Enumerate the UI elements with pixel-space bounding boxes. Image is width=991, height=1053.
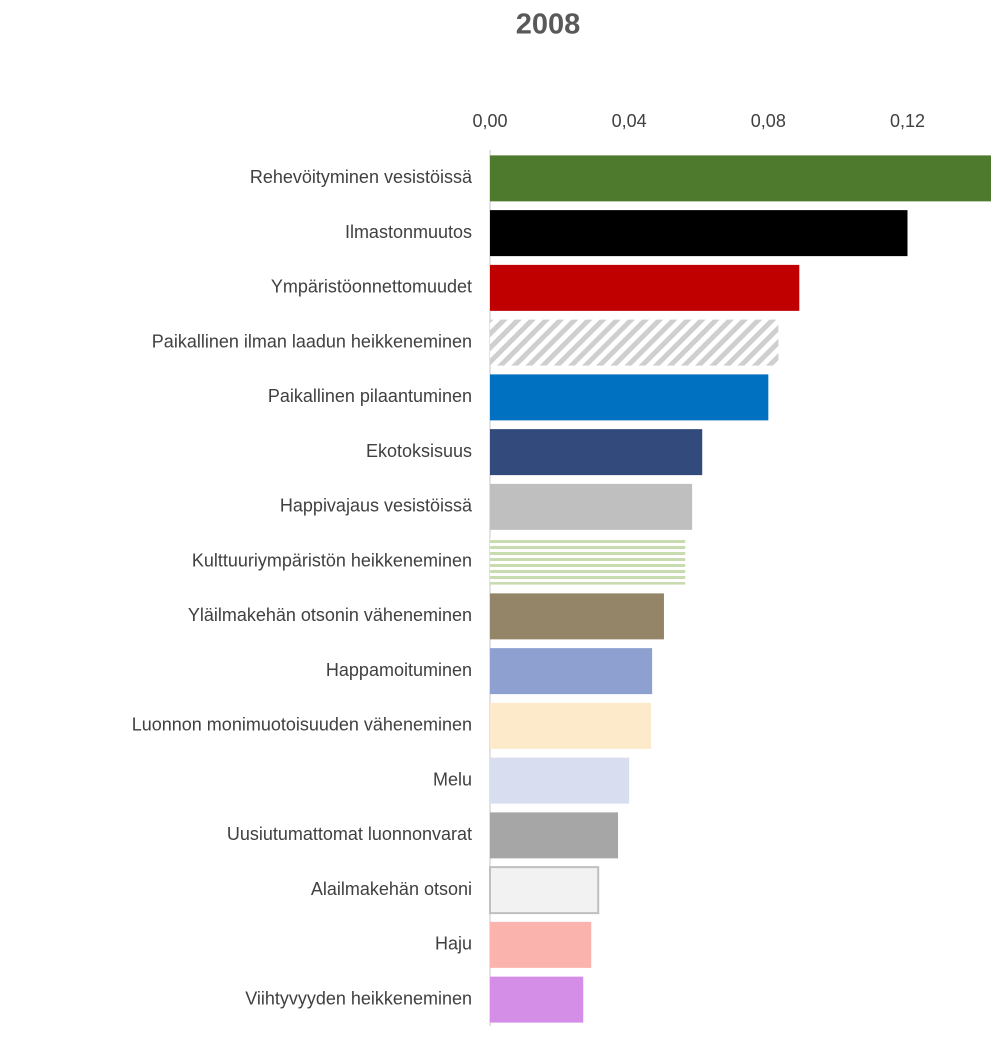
- x-tick-label: 0,00: [472, 111, 507, 131]
- bar: [490, 702, 652, 749]
- bar: [490, 210, 908, 257]
- y-tick-label: Paikallinen pilaantuminen: [268, 386, 472, 406]
- bar: [490, 921, 592, 968]
- bar: [490, 976, 584, 1023]
- y-tick-label: Melu: [433, 769, 472, 789]
- bar: [490, 812, 619, 859]
- y-tick-label: Paikallinen ilman laadun heikkeneminen: [152, 331, 472, 351]
- chart-title: 2008: [516, 9, 581, 41]
- x-tick-label: 0,04: [612, 111, 647, 131]
- y-tick-label: Luonnon monimuotoisuuden väheneminen: [132, 715, 472, 735]
- y-tick-label: Happivajaus vesistöissä: [280, 496, 473, 516]
- bar: [490, 319, 779, 366]
- y-tick-label: Ympäristöonnettomuudet: [271, 277, 472, 297]
- y-tick-label: Kulttuuriympäristön heikkeneminen: [192, 550, 472, 570]
- y-tick-label: Happamoituminen: [326, 660, 472, 680]
- bar: [490, 593, 664, 640]
- bar: [490, 648, 653, 695]
- bar: [490, 757, 630, 804]
- y-tick-label: Uusiutumattomat luonnonvarat: [227, 824, 472, 844]
- bar: [490, 374, 769, 421]
- x-tick-label: 0,12: [890, 111, 925, 131]
- y-tick-label: Ilmastonmuutos: [345, 222, 472, 242]
- y-tick-label: Haju: [435, 934, 472, 954]
- y-tick-label: Yläilmakehän otsonin väheneminen: [188, 605, 472, 625]
- x-tick-label: 0,08: [751, 111, 786, 131]
- bar: [490, 483, 693, 530]
- y-tick-label: Viihtyvyyden heikkeneminen: [245, 988, 472, 1008]
- bar: [490, 264, 800, 311]
- y-tick-label: Alailmakehän otsoni: [311, 879, 472, 899]
- bar: [490, 538, 686, 585]
- y-tick-label: Rehevöityminen vesistöissä: [250, 167, 473, 187]
- bar: [490, 429, 703, 476]
- bar: [490, 155, 991, 202]
- y-tick-label: Ekotoksisuus: [366, 441, 472, 461]
- bar: [489, 866, 600, 915]
